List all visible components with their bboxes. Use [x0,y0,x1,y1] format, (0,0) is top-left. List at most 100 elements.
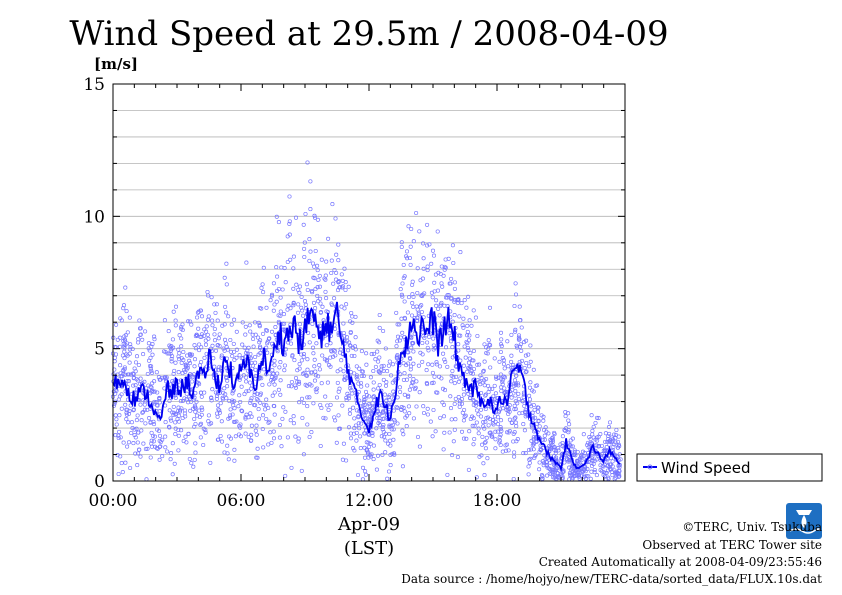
scatter-point [234,355,239,360]
scatter-point [283,473,288,478]
scatter-point [339,304,344,309]
scatter-point [350,391,355,396]
scatter-point [367,432,372,437]
scatter-point [500,382,505,387]
scatter-point [209,295,214,300]
scatter-point [199,412,204,417]
scatter-point [182,368,187,373]
scatter-point [163,434,168,439]
scatter-point [438,271,443,277]
scatter-point [303,302,308,307]
scatter-point [206,314,211,319]
scatter-point [138,376,143,381]
scatter-point [257,340,262,345]
scatter-point [452,401,457,407]
scatter-point [513,327,518,332]
scatter-point [157,377,162,382]
scatter-point [297,361,302,367]
scatter-point [498,418,504,423]
scatter-point [315,293,320,298]
scatter-point [367,394,372,399]
scatter-point [441,351,446,356]
scatter-point [440,284,445,289]
scatter-point [409,313,415,318]
scatter-point [355,472,361,478]
scatter-point [188,319,193,324]
scatter-point [205,332,210,337]
scatter-point [258,391,263,396]
scatter-point [342,377,347,382]
scatter-point [588,436,593,442]
scatter-point [499,428,504,433]
scatter-point [260,382,265,387]
scatter-point [478,414,484,419]
scatter-point [526,472,531,477]
scatter-point [486,390,491,395]
scatter-point [340,284,346,289]
scatter-point [136,340,141,345]
scatter-point [614,427,619,433]
scatter-point [400,464,405,469]
scatter-point [145,407,150,412]
scatter-point [362,409,367,414]
scatter-point [253,403,258,408]
scatter-point [375,349,380,354]
scatter-point [126,411,131,416]
scatter-point [526,447,532,453]
scatter-point [513,420,518,425]
scatter-point [504,442,509,447]
scatter-point [553,451,558,456]
scatter-point [150,342,155,347]
scatter-point [400,294,405,299]
scatter-point [379,434,384,439]
scatter-point [187,456,192,462]
scatter-point [168,457,173,462]
scatter-point [451,439,456,444]
scatter-point [149,368,154,373]
scatter-point [498,432,503,437]
scatter-point [281,312,287,317]
scatter-point [309,430,314,435]
scatter-point [266,420,271,425]
scatter-point [445,293,450,298]
scatter-point [607,420,613,425]
scatter-point [213,348,219,353]
scatter-point [214,393,220,399]
scatter-point [601,470,606,475]
scatter-point [294,282,299,287]
scatter-point [252,320,258,325]
y-tick-label: 15 [83,75,105,95]
scatter-point [465,340,470,346]
scatter-point [113,387,118,392]
scatter-point [138,332,143,337]
scatter-point [611,444,616,449]
scatter-point [228,337,233,343]
scatter-point [179,336,184,341]
scatter-point [419,309,424,315]
scatter-point [348,329,353,335]
scatter-point [300,371,306,376]
scatter-point [380,427,385,432]
scatter-point [467,429,472,434]
scatter-point [287,194,292,199]
scatter-point [239,356,244,361]
scatter-point [410,301,415,306]
scatter-point [118,316,123,321]
scatter-point [505,430,510,435]
scatter-point [179,326,184,331]
scatter-point [232,349,237,354]
scatter-point [427,334,432,340]
scatter-point [373,357,378,362]
scatter-point [199,394,204,399]
scatter-point [215,437,220,442]
scatter-point [142,379,147,384]
scatter-point [126,440,132,445]
scatter-point [264,416,269,422]
scatter-point [532,454,537,459]
scatter-point [498,426,503,432]
scatter-point [165,449,170,454]
scatter-point [421,266,426,271]
scatter-point [288,257,293,262]
scatter-point [361,373,366,379]
scatter-point [380,410,385,415]
